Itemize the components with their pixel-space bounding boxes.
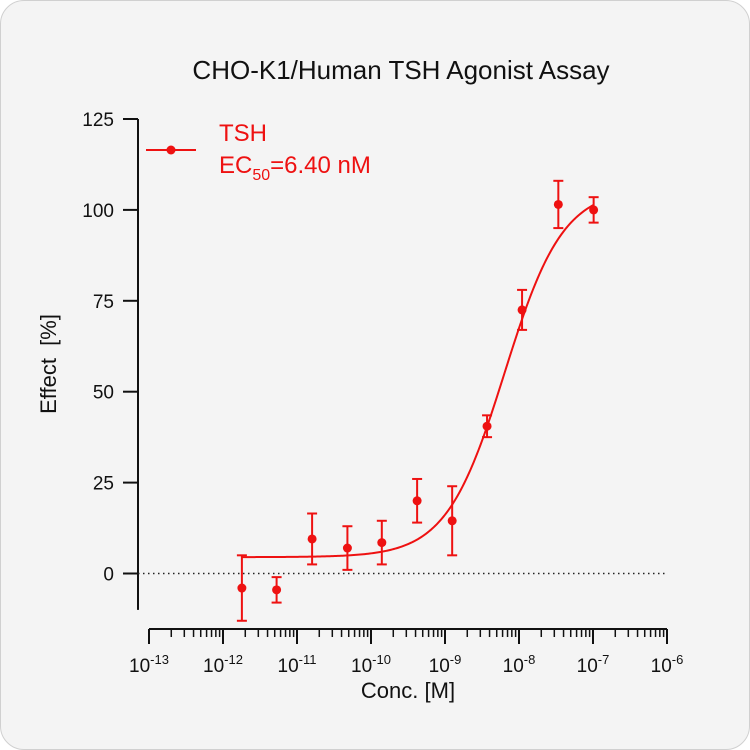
y-axis-label: Effect [%] [36,314,61,414]
x-tick-label: 10-12 [203,652,243,677]
legend-dot-marker [166,145,176,155]
y-tick-label: 0 [103,565,114,586]
data-point [447,516,457,526]
data-point [377,538,387,548]
y-tick-label: 25 [93,474,114,495]
x-tick-label: 10-11 [278,652,317,677]
legend-ec50-value: =6.40 nM [270,152,371,179]
data-point [307,534,317,544]
data-point [517,305,527,315]
legend-ec50-label: EC50=6.40 nM [219,152,371,184]
chart-title: CHO-K1/Human TSH Agonist Assay [192,55,609,85]
data-point [553,199,563,209]
fit-curve [241,203,595,559]
legend-ec50-subscript: 50 [252,167,270,184]
data-point [237,583,247,593]
y-tick-label: 75 [93,292,114,313]
legend-ec50-prefix: EC [219,152,252,179]
y-tick-label: 50 [93,383,114,404]
x-tick-label: 10-8 [503,652,536,677]
y-tick-label: 125 [82,110,114,131]
data-point [412,496,422,506]
legend-series-label: TSH [219,120,267,147]
x-tick-label: 10-6 [651,652,684,677]
x-tick-label: 10-10 [351,652,391,677]
data-points-group [236,179,599,622]
x-tick-label: 10-13 [129,652,169,677]
x-axis-label: Conc. [M] [361,678,455,703]
data-point [589,205,599,215]
data-point [272,585,282,595]
y-tick-label: 100 [82,201,114,222]
x-tick-label: 10-7 [577,652,610,677]
legend: TSH EC50=6.40 nM [146,120,371,184]
fit-curve-group [241,203,595,559]
axes-group: 0 25 50 75 100 125 10-13 10-12 10-11 10-10 10-9 10-… [82,110,683,677]
x-tick-label: 10-9 [429,652,462,677]
data-point [482,421,492,431]
data-point [342,543,352,553]
